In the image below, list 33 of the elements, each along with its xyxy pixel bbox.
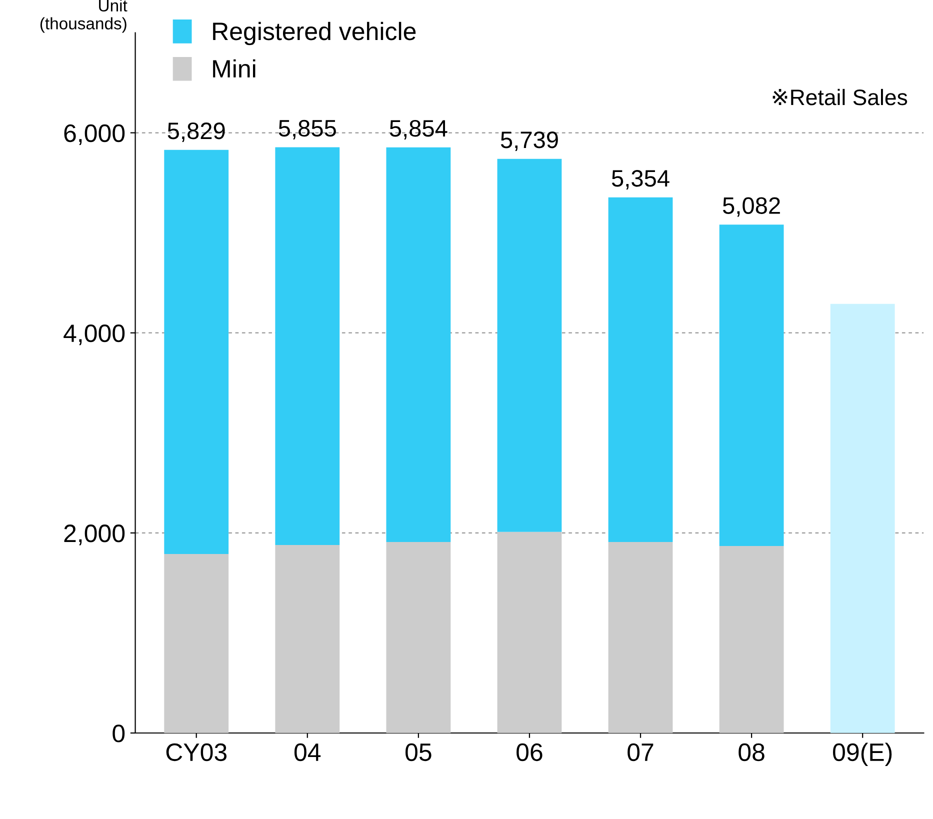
bar [608,542,673,734]
bar [164,554,229,734]
bar [386,147,451,542]
bar [719,224,784,546]
bar [164,150,229,554]
y-tick-label: 6,000 [64,124,125,146]
legend-label: Mini [213,59,256,78]
total-label: 5,855 [278,120,336,140]
total-label: 5,829 [168,122,225,142]
x-tick-label: 08 [738,743,764,762]
bar [497,158,562,532]
y-tick-label: 2,000 [64,524,125,546]
y-tick-label: 0 [112,724,125,742]
x-tick-label: 09(E) [833,742,892,766]
x-tick-label: 04 [294,743,321,762]
legend-label: Registered vehicle [213,22,416,46]
total-label: 5,354 [612,170,670,190]
total-label: 5,739 [500,132,558,152]
y-tick-label: 4,000 [64,324,125,346]
x-tick-label: 05 [406,743,432,762]
total-label: 5,854 [390,120,448,140]
annotation: ※Retail Sales [772,88,908,106]
x-tick-label: 06 [516,743,542,762]
bar [275,544,340,734]
x-tick-label: CY03 [166,743,227,762]
total-label: 5,082 [722,197,780,217]
x-tick-label: 07 [628,743,654,762]
bar [719,546,784,734]
bar [830,304,895,734]
bar [608,197,673,542]
bar [497,532,562,734]
bar [386,542,451,734]
bar [275,147,340,545]
